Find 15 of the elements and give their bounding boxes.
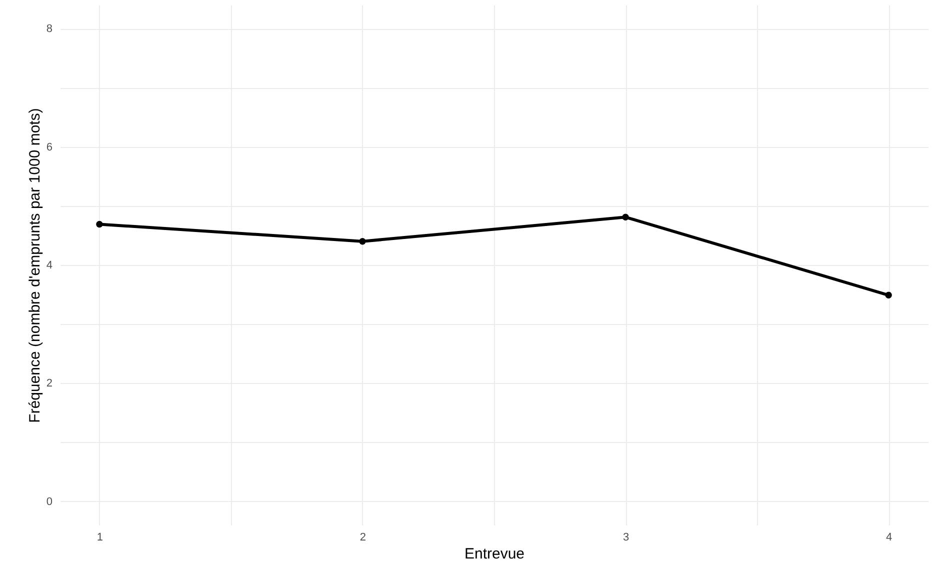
point — [622, 214, 629, 220]
y-tick-label: 6 — [46, 141, 52, 154]
y-tick-label: 0 — [46, 496, 52, 508]
y-tick-label: 2 — [46, 378, 52, 390]
point — [885, 292, 892, 298]
x-axis-title: Entrevue — [464, 546, 525, 562]
x-tick-label: 4 — [886, 532, 892, 544]
x-tick-label: 2 — [360, 532, 366, 544]
x-tick-label: 1 — [96, 532, 104, 544]
x-tick-label: 3 — [622, 532, 630, 544]
point — [96, 220, 103, 228]
point — [359, 238, 366, 245]
y-tick-label: 4 — [46, 260, 52, 272]
y-axis-title: Fréquence (nombre d'emprunts par 1000 mots) — [26, 108, 44, 423]
y-tick-label: 8 — [46, 23, 52, 36]
